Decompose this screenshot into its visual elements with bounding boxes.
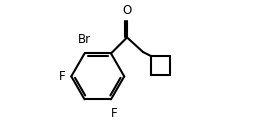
Text: F: F (59, 70, 66, 83)
Text: Br: Br (78, 33, 91, 46)
Text: F: F (110, 107, 117, 120)
Text: O: O (122, 4, 132, 17)
